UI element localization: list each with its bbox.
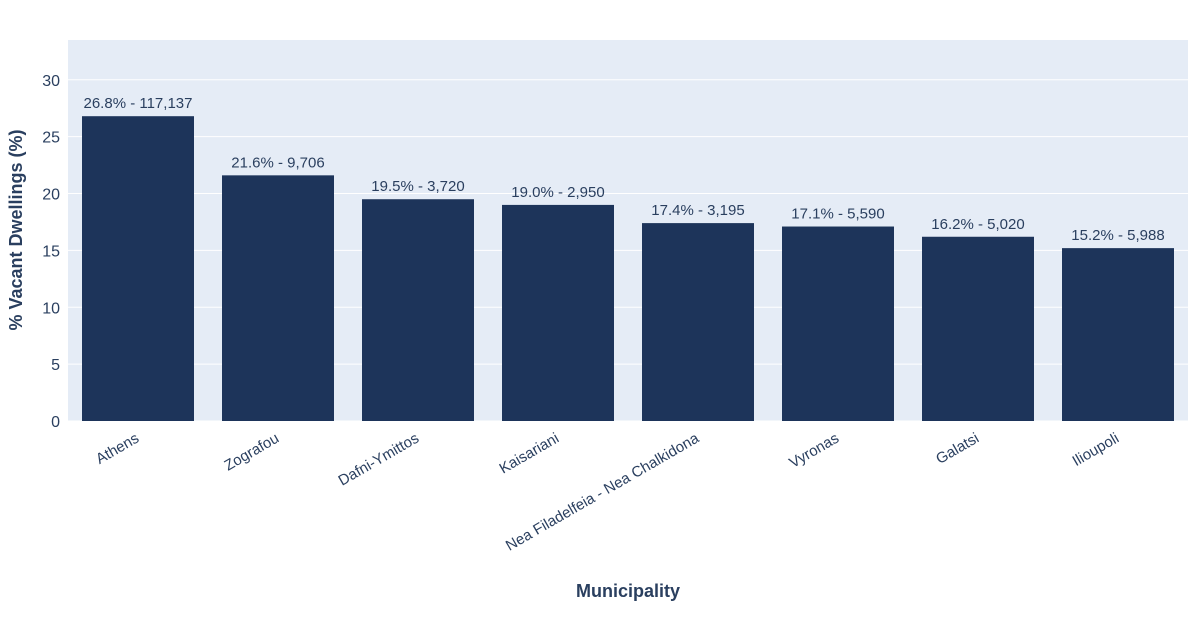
data-label: 17.4% - 3,195 <box>651 202 744 219</box>
y-tick-label: 30 <box>42 73 60 90</box>
x-tick-label: Dafni-Ymittos <box>336 430 422 490</box>
y-tick-label: 5 <box>51 357 60 374</box>
y-tick-label: 10 <box>42 300 60 317</box>
bar <box>782 226 894 421</box>
data-label: 17.1% - 5,590 <box>791 206 884 223</box>
x-tick-label: Ilioupoli <box>1069 430 1122 470</box>
bar <box>922 236 1034 421</box>
y-tick-label: 15 <box>42 243 60 260</box>
y-tick-label: 0 <box>51 414 60 431</box>
bar <box>82 116 194 421</box>
bar <box>222 175 334 421</box>
data-label: 19.5% - 3,720 <box>371 178 464 195</box>
x-tick-label: Athens <box>93 430 142 468</box>
x-axis-title: Municipality <box>576 581 680 601</box>
bar <box>642 223 754 421</box>
data-label: 19.0% - 2,950 <box>511 184 604 201</box>
data-label: 26.8% - 117,137 <box>84 95 193 112</box>
y-tick-label: 25 <box>42 130 60 147</box>
data-label: 15.2% - 5,988 <box>1071 227 1164 244</box>
data-labels: 26.8% - 117,137 21.6% - 9,706 19.5% - 3,72… <box>84 95 1165 244</box>
x-tick-label: Galatsi <box>933 430 982 468</box>
y-tick-label: 20 <box>42 187 60 204</box>
bars <box>82 116 1174 421</box>
x-tick-label: Zografou <box>221 430 282 475</box>
bar <box>362 199 474 421</box>
data-label: 21.6% - 9,706 <box>231 154 324 171</box>
y-axis-ticks: 0 5 10 15 20 25 30 <box>42 73 60 431</box>
y-axis-title: % Vacant Dwellings (%) <box>6 129 26 330</box>
x-tick-label: Kaisariani <box>496 430 562 478</box>
data-label: 16.2% - 5,020 <box>931 216 1024 233</box>
x-axis-ticks: Athens Zografou Dafni-Ymittos KaisarianiNea… <box>93 429 1122 554</box>
x-tick-label: Vyronas <box>786 430 842 472</box>
bar <box>502 204 614 421</box>
bar <box>1062 248 1174 421</box>
